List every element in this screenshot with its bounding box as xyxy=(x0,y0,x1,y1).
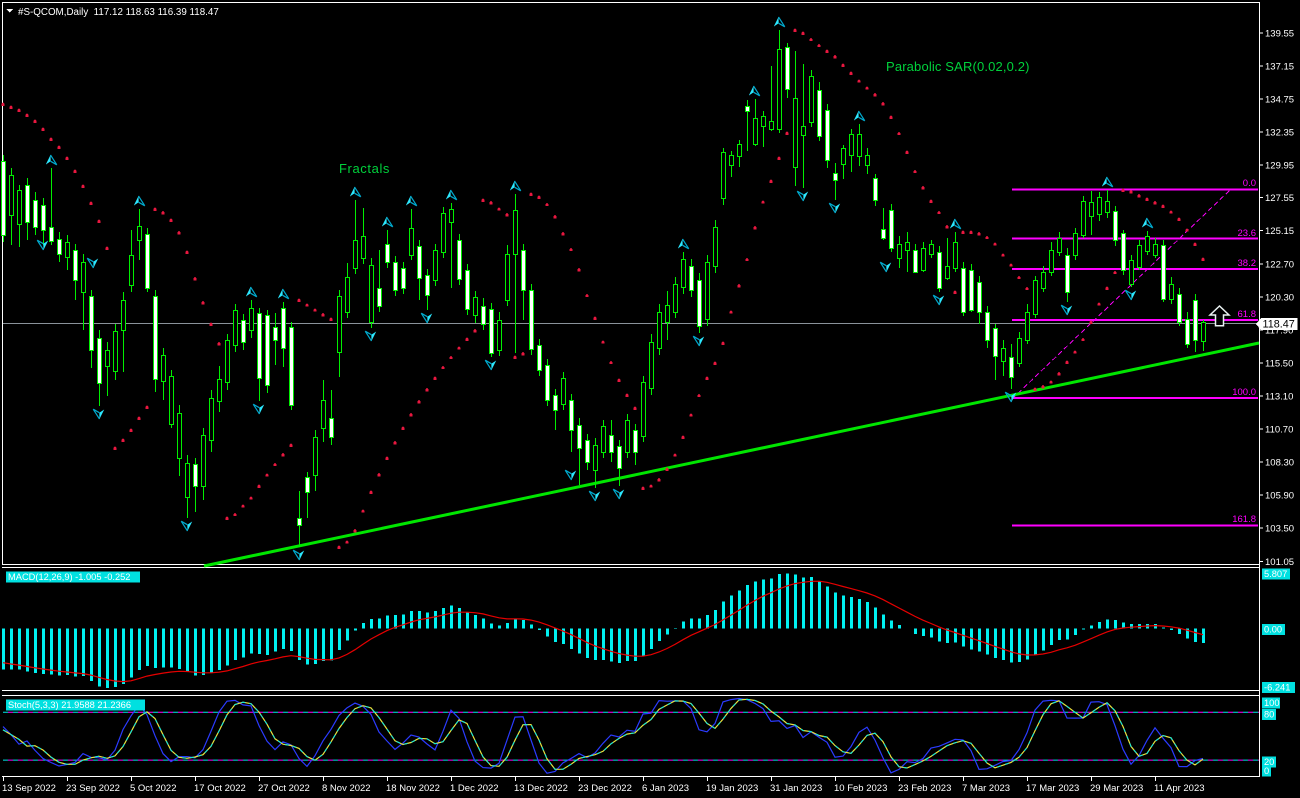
svg-text:118.47: 118.47 xyxy=(1263,319,1295,331)
svg-text:0: 0 xyxy=(1264,766,1269,776)
svg-text:80: 80 xyxy=(1264,710,1274,720)
svg-text:-6.241: -6.241 xyxy=(1264,683,1290,693)
svg-text:5 Oct 2022: 5 Oct 2022 xyxy=(130,783,176,794)
svg-text:23.6: 23.6 xyxy=(1238,228,1257,239)
svg-text:101.05: 101.05 xyxy=(1265,557,1294,568)
svg-text:113.10: 113.10 xyxy=(1265,392,1293,403)
svg-text:#S-QCOM,Daily 117.12 118.63 1: #S-QCOM,Daily 117.12 118.63 116.39 118.4… xyxy=(18,7,219,18)
svg-text:13 Sep 2022: 13 Sep 2022 xyxy=(2,783,56,794)
svg-text:134.75: 134.75 xyxy=(1265,94,1294,105)
svg-text:115.50: 115.50 xyxy=(1265,359,1293,370)
svg-text:0.0: 0.0 xyxy=(1243,178,1256,189)
svg-text:100: 100 xyxy=(1264,698,1280,708)
svg-text:7 Mar 2023: 7 Mar 2023 xyxy=(962,783,1010,794)
svg-text:29 Mar 2023: 29 Mar 2023 xyxy=(1090,783,1143,794)
svg-text:23 Feb 2023: 23 Feb 2023 xyxy=(898,783,951,794)
svg-text:Fractals: Fractals xyxy=(339,161,390,176)
svg-text:8 Nov 2022: 8 Nov 2022 xyxy=(322,783,371,794)
svg-text:117.90: 117.90 xyxy=(1265,326,1293,337)
svg-text:Stoch(5,3,3) 21.9588 21.2366: Stoch(5,3,3) 21.9588 21.2366 xyxy=(8,700,131,710)
svg-text:10 Feb 2023: 10 Feb 2023 xyxy=(834,783,887,794)
svg-text:5.807: 5.807 xyxy=(1264,569,1287,579)
svg-text:100.0: 100.0 xyxy=(1232,387,1256,398)
svg-text:MACD(12,26,9) -1.005 -0.252: MACD(12,26,9) -1.005 -0.252 xyxy=(8,572,130,582)
svg-text:6 Jan 2023: 6 Jan 2023 xyxy=(642,783,689,794)
svg-text:23 Dec 2022: 23 Dec 2022 xyxy=(578,783,632,794)
svg-text:110.70: 110.70 xyxy=(1265,424,1293,435)
svg-text:108.30: 108.30 xyxy=(1265,457,1294,468)
svg-text:17 Mar 2023: 17 Mar 2023 xyxy=(1026,783,1079,794)
svg-text:38.2: 38.2 xyxy=(1238,258,1257,269)
svg-text:125.15: 125.15 xyxy=(1265,226,1294,237)
svg-text:1 Dec 2022: 1 Dec 2022 xyxy=(450,783,499,794)
svg-text:11 Apr 2023: 11 Apr 2023 xyxy=(1154,783,1205,794)
svg-text:13 Dec 2022: 13 Dec 2022 xyxy=(514,783,568,794)
svg-text:161.8: 161.8 xyxy=(1232,514,1256,525)
svg-text:105.90: 105.90 xyxy=(1265,490,1294,501)
svg-text:0.00: 0.00 xyxy=(1264,625,1282,635)
svg-text:103.50: 103.50 xyxy=(1265,523,1294,534)
svg-text:31 Jan 2023: 31 Jan 2023 xyxy=(770,783,822,794)
svg-text:19 Jan 2023: 19 Jan 2023 xyxy=(706,783,758,794)
svg-text:137.15: 137.15 xyxy=(1265,61,1294,72)
svg-text:23 Sep 2022: 23 Sep 2022 xyxy=(66,783,120,794)
svg-text:18 Nov 2022: 18 Nov 2022 xyxy=(386,783,440,794)
svg-text:132.35: 132.35 xyxy=(1265,127,1294,138)
svg-text:127.55: 127.55 xyxy=(1265,193,1294,204)
svg-text:120.30: 120.30 xyxy=(1265,293,1294,304)
svg-text:129.95: 129.95 xyxy=(1265,160,1294,171)
svg-text:27 Oct 2022: 27 Oct 2022 xyxy=(258,783,310,794)
svg-text:20: 20 xyxy=(1264,757,1274,767)
svg-text:139.55: 139.55 xyxy=(1265,29,1294,40)
svg-text:122.70: 122.70 xyxy=(1265,260,1294,271)
svg-text:17 Oct 2022: 17 Oct 2022 xyxy=(194,783,246,794)
svg-text:61.8: 61.8 xyxy=(1238,309,1257,320)
svg-text:Parabolic SAR(0.02,0.2): Parabolic SAR(0.02,0.2) xyxy=(886,59,1030,74)
